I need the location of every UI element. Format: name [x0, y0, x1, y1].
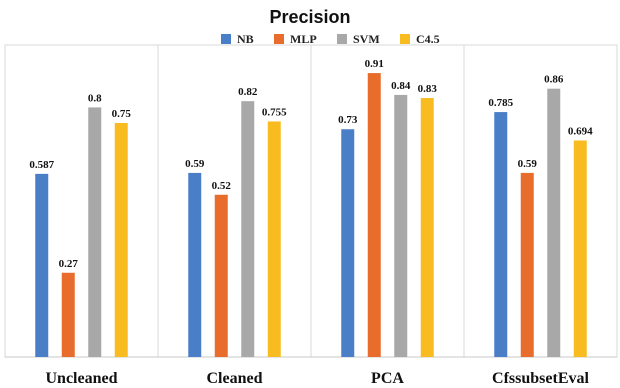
data-label: 0.86: [544, 74, 564, 86]
data-label: 0.27: [59, 258, 79, 270]
data-label: 0.694: [568, 125, 593, 137]
categories-layer: Uncleaned Cleaned PCA CfssubsetEval: [46, 370, 590, 387]
bar: [61, 272, 75, 357]
legend-label: MLP: [290, 32, 317, 46]
legend-swatch: [400, 34, 410, 44]
category-label: CfssubsetEval: [492, 370, 589, 387]
legend-swatch: [337, 34, 347, 44]
legend-label: NB: [237, 32, 254, 46]
data-label: 0.82: [238, 86, 258, 98]
category-label: Uncleaned: [46, 370, 118, 387]
bar: [420, 98, 434, 357]
bar: [341, 129, 355, 357]
bar: [394, 94, 408, 358]
bar: [88, 107, 102, 358]
bar: [367, 73, 381, 357]
bars-layer: [35, 73, 587, 358]
bar: [494, 112, 508, 357]
data-label: 0.52: [212, 180, 232, 192]
bar: [573, 140, 587, 357]
data-label: 0.84: [391, 80, 411, 92]
data-label: 0.75: [112, 108, 132, 120]
chart-title: Precision: [269, 7, 350, 27]
bar: [520, 172, 534, 357]
legend-swatch: [221, 34, 231, 44]
data-label: 0.587: [29, 159, 54, 171]
labels-layer: 0.587 0.27 0.8 0.75 0.59 0.52 0.82 0.755 0.73 0.9…: [29, 58, 593, 270]
legend: NB MLP SVM C4.5: [221, 32, 440, 46]
bar: [114, 123, 128, 357]
data-label: 0.59: [518, 158, 538, 170]
bar: [267, 121, 281, 357]
data-label: 0.91: [365, 58, 384, 70]
bar: [188, 172, 202, 357]
data-label: 0.8: [88, 92, 102, 104]
data-label: 0.785: [488, 97, 513, 109]
data-label: 0.59: [185, 158, 205, 170]
data-label: 0.755: [262, 106, 287, 118]
legend-swatch: [274, 34, 284, 44]
bar: [547, 88, 561, 358]
bar: [214, 194, 228, 357]
plot-frame: [4, 44, 618, 358]
legend-label: SVM: [353, 32, 380, 46]
bar: [241, 101, 255, 357]
category-label: PCA: [371, 370, 404, 387]
data-label: 0.83: [418, 83, 438, 95]
bar: [35, 173, 49, 357]
legend-label: C4.5: [416, 32, 440, 46]
data-label: 0.73: [338, 114, 358, 126]
category-label: Cleaned: [207, 370, 263, 387]
